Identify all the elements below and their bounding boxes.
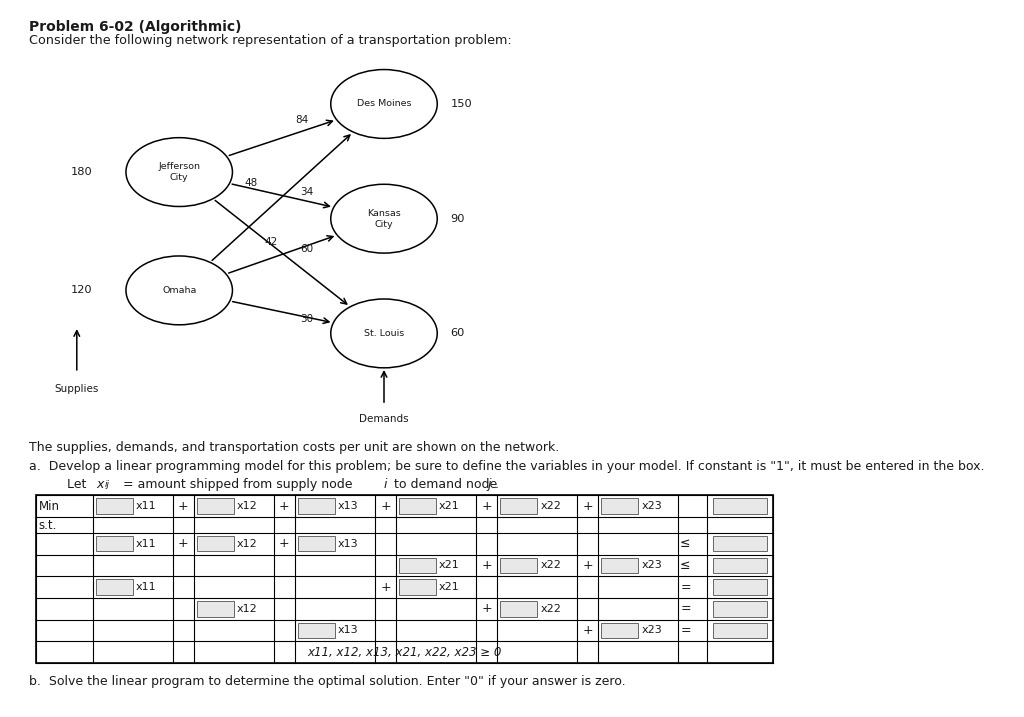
FancyBboxPatch shape <box>501 558 538 573</box>
Text: 120: 120 <box>71 285 92 295</box>
FancyBboxPatch shape <box>601 498 638 514</box>
Text: x11: x11 <box>136 582 157 592</box>
Text: ≤: ≤ <box>680 537 690 550</box>
Text: x13: x13 <box>338 625 358 635</box>
Text: +: + <box>178 500 188 513</box>
Ellipse shape <box>331 70 437 138</box>
Text: 30: 30 <box>301 314 313 324</box>
Text: +: + <box>583 500 593 513</box>
FancyBboxPatch shape <box>713 601 767 617</box>
FancyBboxPatch shape <box>713 536 767 551</box>
Text: x11: x11 <box>136 501 157 511</box>
Ellipse shape <box>331 184 437 253</box>
Text: 34: 34 <box>301 187 313 196</box>
FancyBboxPatch shape <box>198 536 233 551</box>
FancyBboxPatch shape <box>298 622 335 638</box>
FancyBboxPatch shape <box>399 498 436 514</box>
Text: i: i <box>384 478 387 491</box>
Text: =: = <box>680 624 691 637</box>
Text: a.  Develop a linear programming model for this problem; be sure to define the v: a. Develop a linear programming model fo… <box>29 460 984 473</box>
Text: Problem 6-02 (Algorithmic): Problem 6-02 (Algorithmic) <box>29 20 242 34</box>
Text: Demands: Demands <box>359 414 409 424</box>
Text: x23: x23 <box>641 561 663 570</box>
FancyBboxPatch shape <box>96 498 133 514</box>
FancyBboxPatch shape <box>713 579 767 595</box>
FancyBboxPatch shape <box>713 498 767 514</box>
Text: x13: x13 <box>338 501 358 511</box>
Text: 84: 84 <box>296 115 308 125</box>
Text: b.  Solve the linear program to determine the optimal solution. Enter "0" if you: b. Solve the linear program to determine… <box>29 675 626 688</box>
Text: 42: 42 <box>265 237 278 247</box>
Text: +: + <box>481 559 492 572</box>
Text: x22: x22 <box>541 604 561 614</box>
Text: +: + <box>583 624 593 637</box>
Text: The supplies, demands, and transportation costs per unit are shown on the networ: The supplies, demands, and transportatio… <box>29 441 559 454</box>
Text: 150: 150 <box>451 99 472 109</box>
Text: x21: x21 <box>439 582 460 592</box>
FancyBboxPatch shape <box>601 622 638 638</box>
Text: +: + <box>178 537 188 550</box>
FancyBboxPatch shape <box>198 601 233 617</box>
Text: x21: x21 <box>439 561 460 570</box>
Text: Kansas
City: Kansas City <box>368 209 400 229</box>
FancyBboxPatch shape <box>298 536 335 551</box>
Text: Min: Min <box>39 500 60 513</box>
Text: x11, x12, x13, x21, x22, x23 ≥ 0: x11, x12, x13, x21, x22, x23 ≥ 0 <box>307 646 502 659</box>
Text: 90: 90 <box>451 214 465 224</box>
Text: .: . <box>495 478 499 491</box>
Text: =: = <box>680 581 691 594</box>
FancyBboxPatch shape <box>713 558 767 573</box>
Text: x22: x22 <box>541 561 561 570</box>
Text: x23: x23 <box>641 501 663 511</box>
FancyBboxPatch shape <box>399 579 436 595</box>
Text: +: + <box>280 500 290 513</box>
FancyBboxPatch shape <box>96 536 133 551</box>
FancyBboxPatch shape <box>198 498 233 514</box>
Text: +: + <box>380 500 391 513</box>
Text: x: x <box>96 478 103 491</box>
Text: x12: x12 <box>237 604 258 614</box>
Text: to demand node: to demand node <box>390 478 502 491</box>
FancyBboxPatch shape <box>399 558 436 573</box>
Text: x21: x21 <box>439 501 460 511</box>
Text: x12: x12 <box>237 538 258 549</box>
Text: +: + <box>481 602 492 615</box>
Text: Consider the following network representation of a transportation problem:: Consider the following network represent… <box>29 34 511 47</box>
Ellipse shape <box>331 299 437 368</box>
Text: s.t.: s.t. <box>39 518 57 531</box>
Ellipse shape <box>126 256 232 325</box>
FancyBboxPatch shape <box>96 579 133 595</box>
Text: Let: Let <box>67 478 90 491</box>
Text: Jefferson
City: Jefferson City <box>158 162 201 182</box>
FancyBboxPatch shape <box>501 601 538 617</box>
Text: x22: x22 <box>541 501 561 511</box>
Text: Des Moines: Des Moines <box>356 100 412 108</box>
Text: = amount shipped from supply node: = amount shipped from supply node <box>119 478 356 491</box>
Ellipse shape <box>126 138 232 206</box>
Text: 48: 48 <box>245 178 257 188</box>
Text: +: + <box>481 500 492 513</box>
Text: =: = <box>680 602 691 615</box>
Text: 60: 60 <box>451 328 465 338</box>
Text: x23: x23 <box>641 625 663 635</box>
Text: 180: 180 <box>71 167 92 177</box>
Text: St. Louis: St. Louis <box>364 329 404 338</box>
Text: x12: x12 <box>237 501 258 511</box>
Bar <box>36 495 773 663</box>
Text: x13: x13 <box>338 538 358 549</box>
Text: ij: ij <box>104 480 110 490</box>
Text: Supplies: Supplies <box>54 384 99 394</box>
Text: Omaha: Omaha <box>162 286 197 295</box>
Text: j: j <box>487 478 490 491</box>
Text: +: + <box>280 537 290 550</box>
Text: 60: 60 <box>301 244 313 254</box>
Text: +: + <box>583 559 593 572</box>
FancyBboxPatch shape <box>501 498 538 514</box>
FancyBboxPatch shape <box>713 622 767 638</box>
Text: ≤: ≤ <box>680 559 690 572</box>
Text: +: + <box>380 581 391 594</box>
FancyBboxPatch shape <box>298 498 335 514</box>
Text: x11: x11 <box>136 538 157 549</box>
FancyBboxPatch shape <box>601 558 638 573</box>
